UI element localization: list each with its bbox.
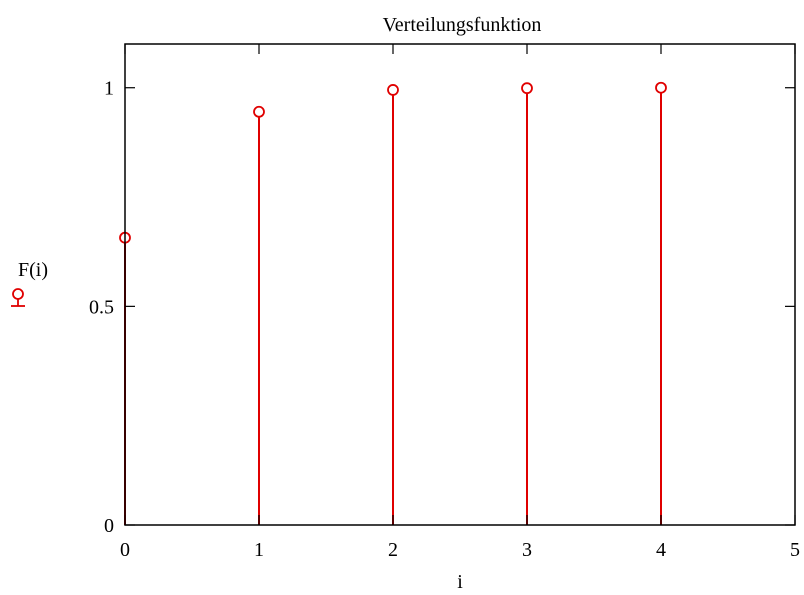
x-tick-label: 1	[254, 539, 264, 561]
y-tick-label: 0.5	[89, 296, 114, 318]
stem-marker	[253, 105, 265, 118]
y-tick-label: 1	[104, 78, 114, 100]
y-axis-label: F(i)	[18, 259, 48, 281]
x-tick-label: 3	[522, 539, 532, 561]
x-axis-label: i	[457, 571, 463, 593]
plot-frame	[124, 43, 796, 526]
x-axis-ticks: 0 1 2 3 4 5	[120, 44, 800, 561]
x-tick-label: 5	[790, 539, 800, 561]
y-tick-label: 0	[104, 515, 114, 537]
x-tick-label: 2	[388, 539, 398, 561]
stem-marker	[655, 81, 667, 94]
stem-marker	[387, 84, 399, 96]
plot-area	[119, 81, 667, 525]
x-tick-label: 4	[656, 539, 666, 561]
x-tick-label: 0	[120, 539, 130, 561]
legend: F(i)	[11, 259, 48, 307]
legend-circle	[12, 288, 24, 300]
stem-marker	[521, 82, 533, 95]
legend-marker-circle-icon	[11, 288, 25, 307]
chart-title: Verteilungsfunktion	[383, 14, 542, 36]
y-axis-ticks: 00.51	[89, 78, 795, 537]
